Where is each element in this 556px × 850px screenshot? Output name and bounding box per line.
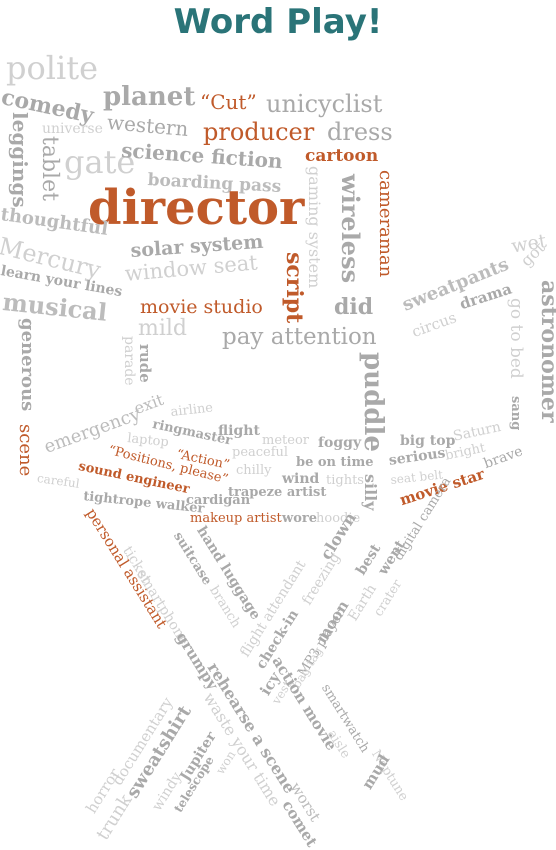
word-foggy: foggy [318, 435, 362, 451]
word-laptop: laptop [126, 431, 170, 451]
word-wind: wind [282, 471, 320, 487]
word-silly: silly [361, 474, 380, 511]
word-western: western [106, 110, 190, 142]
word-cut: “Cut” [200, 90, 257, 114]
word-sang: sang [508, 396, 523, 431]
word-tablet: tablet [37, 136, 62, 201]
word-careful: careful [36, 471, 81, 491]
word-go-to-bed: go to bed [506, 298, 526, 379]
word-pay-attention: pay attention [222, 324, 377, 350]
word-wireless: wireless [336, 174, 365, 284]
word-gate: gate [64, 143, 136, 181]
word-big-top: big top [400, 433, 456, 449]
word-astronomer: astronomer [536, 280, 556, 423]
word-cartoon: cartoon [305, 146, 379, 166]
word-parade: parade [121, 336, 137, 386]
word-earth: Earth [345, 581, 380, 624]
word-unicyclist: unicyclist [266, 90, 383, 118]
word-tights: tights [326, 473, 364, 488]
word-did: did [334, 294, 374, 320]
word-hoodie: hoodie [316, 511, 361, 526]
word-crater: crater [371, 577, 406, 620]
word-cardigan: cardigan [186, 493, 251, 508]
word-generous: generous [17, 318, 38, 412]
word-rude: rude [136, 344, 154, 383]
word-movie-studio: movie studio [140, 296, 263, 318]
word-universe: universe [42, 121, 103, 137]
page-title: Word Play! [173, 2, 383, 42]
word-peaceful: peaceful [232, 445, 289, 460]
word-serious: serious [387, 445, 447, 469]
word-meteor: meteor [262, 433, 309, 448]
word-wore: wore [282, 511, 317, 526]
word-puddle: puddle [358, 352, 388, 452]
word-polite: polite [6, 49, 99, 87]
word-gaming-system: gaming system [305, 166, 324, 289]
word-be-on-time: be on time [296, 455, 374, 470]
word-leggings: leggings [8, 112, 32, 208]
word-chilly: chilly [236, 463, 272, 478]
word-dress: dress [327, 118, 393, 146]
word-producer: producer [203, 118, 315, 146]
word-brave: brave [481, 443, 525, 473]
word-mild: mild [138, 316, 188, 341]
word-saturn: Saturn [451, 418, 503, 445]
word-trapeze-artist: trapeze artist [228, 485, 327, 500]
word-scene: scene [15, 424, 36, 477]
word-flight: flight [218, 423, 260, 439]
word-cameraman: cameraman [375, 170, 396, 278]
word-makeup-artist: makeup artist [190, 511, 282, 526]
word-airline: airline [169, 400, 214, 420]
word-planet: planet [103, 82, 196, 112]
word-director: director [88, 180, 305, 236]
word-script: script [281, 252, 307, 324]
word-exit: exit [131, 389, 167, 418]
word-circus: circus [409, 308, 459, 342]
